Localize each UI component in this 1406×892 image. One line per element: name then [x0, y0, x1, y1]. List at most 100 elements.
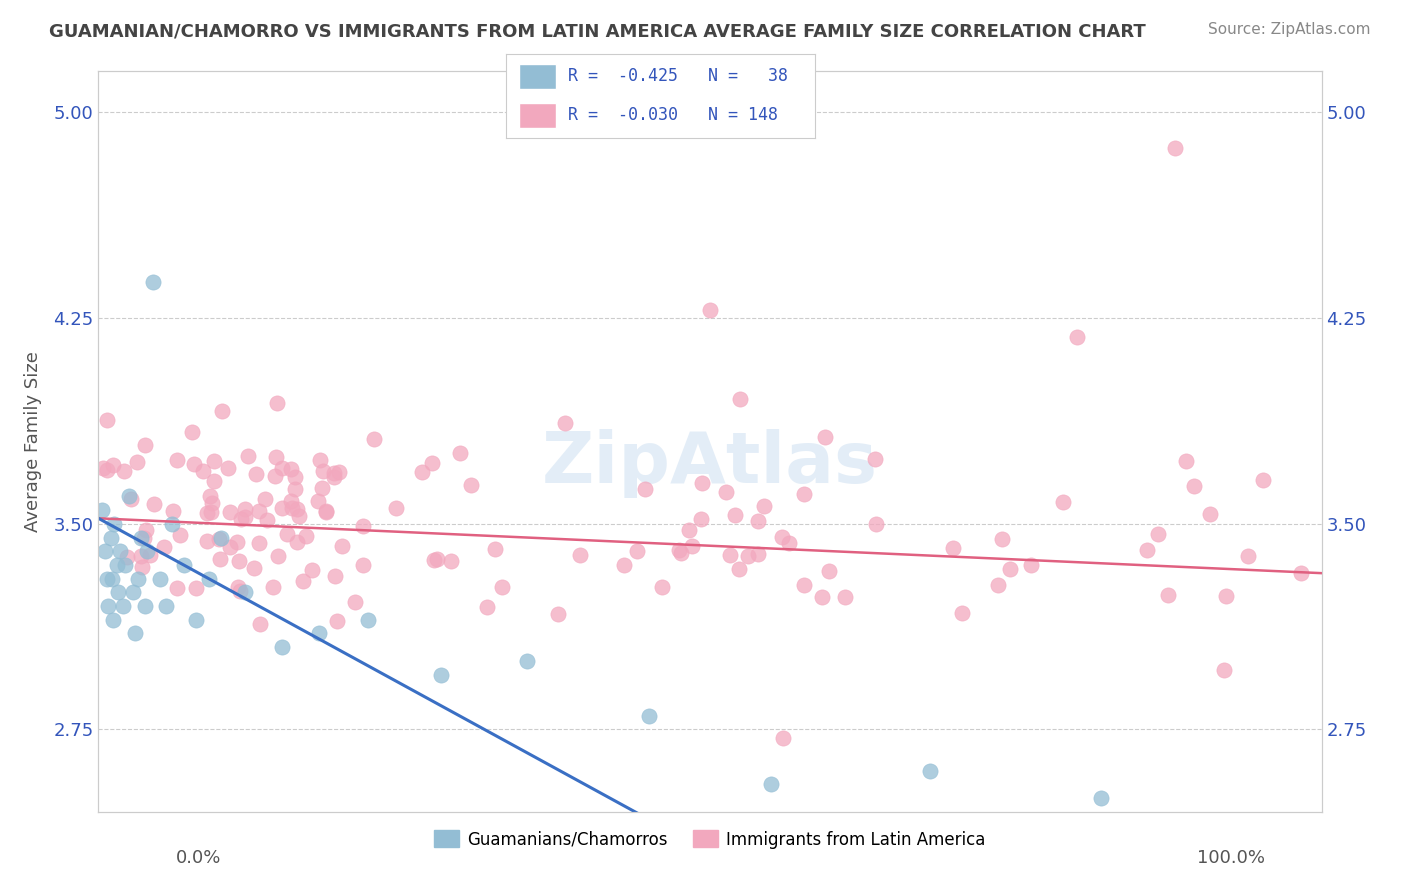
Point [307, 493, 329, 508]
Point [243, 560, 266, 574]
Point [208, 532, 231, 546]
Point [865, 517, 887, 532]
Point [91, 461, 114, 475]
Point [987, 578, 1010, 592]
Point [233, 502, 256, 516]
Point [211, 404, 233, 418]
Point [1019, 558, 1042, 572]
Text: 0.0%: 0.0% [176, 849, 221, 867]
Point [134, 599, 156, 613]
Point [718, 548, 741, 562]
Point [950, 606, 973, 620]
Point [228, 553, 250, 567]
Point [202, 474, 225, 488]
Point [1174, 454, 1197, 468]
Point [315, 504, 337, 518]
Point [100, 531, 122, 545]
Point [270, 640, 294, 655]
Point [818, 564, 841, 578]
Point [1052, 495, 1074, 509]
Point [173, 558, 195, 572]
Point [200, 505, 222, 519]
Point [714, 484, 737, 499]
Point [208, 552, 231, 566]
Point [209, 531, 232, 545]
Point [131, 549, 153, 563]
Point [385, 501, 408, 516]
Point [1213, 663, 1236, 677]
Point [325, 615, 347, 629]
Point [191, 464, 214, 478]
Point [253, 492, 276, 507]
Point [283, 470, 305, 484]
Text: R =  -0.030   N = 148: R = -0.030 N = 148 [568, 106, 778, 124]
Point [249, 616, 271, 631]
Point [356, 613, 378, 627]
Point [814, 430, 837, 444]
Point [124, 626, 146, 640]
Point [96, 572, 118, 586]
Point [1066, 330, 1088, 344]
Text: 100.0%: 100.0% [1198, 849, 1265, 867]
Point [724, 508, 747, 523]
Point [285, 535, 308, 549]
Text: Source: ZipAtlas.com: Source: ZipAtlas.com [1208, 22, 1371, 37]
Point [266, 396, 288, 410]
Point [865, 451, 887, 466]
Point [218, 505, 240, 519]
Point [195, 533, 218, 548]
Point [263, 469, 285, 483]
Point [198, 489, 221, 503]
Point [1000, 562, 1022, 576]
Point [328, 466, 350, 480]
Point [793, 578, 815, 592]
Point [288, 508, 311, 523]
Point [811, 590, 834, 604]
Point [195, 506, 218, 520]
Point [430, 667, 453, 681]
Point [330, 539, 353, 553]
Point [484, 541, 506, 556]
Point [991, 532, 1014, 546]
Point [118, 489, 141, 503]
Point [637, 708, 661, 723]
Point [363, 432, 385, 446]
Point [91, 503, 114, 517]
Point [778, 535, 800, 549]
Point [554, 416, 576, 430]
Y-axis label: Average Family Size: Average Family Size [24, 351, 42, 532]
Point [197, 572, 219, 586]
Point [256, 513, 278, 527]
Point [114, 558, 136, 572]
Point [449, 446, 471, 460]
Point [247, 503, 270, 517]
Point [323, 466, 346, 480]
Point [737, 549, 759, 564]
Point [301, 563, 323, 577]
Point [678, 524, 700, 538]
Point [612, 558, 634, 572]
Point [120, 492, 142, 507]
Point [728, 392, 751, 407]
Point [271, 460, 294, 475]
Point [103, 516, 125, 531]
Point [284, 482, 307, 496]
Point [352, 558, 374, 572]
Point [315, 505, 337, 519]
Point [281, 500, 304, 515]
Point [1251, 474, 1274, 488]
Point [761, 777, 783, 791]
Point [681, 540, 703, 554]
Point [233, 585, 256, 599]
Point [183, 457, 205, 471]
FancyBboxPatch shape [519, 103, 555, 128]
Point [311, 481, 333, 495]
Point [460, 478, 482, 492]
Point [426, 551, 449, 566]
Point [136, 544, 159, 558]
Point [132, 531, 155, 545]
Point [569, 548, 592, 562]
Point [747, 514, 769, 528]
Point [834, 590, 856, 604]
Point [690, 475, 713, 490]
